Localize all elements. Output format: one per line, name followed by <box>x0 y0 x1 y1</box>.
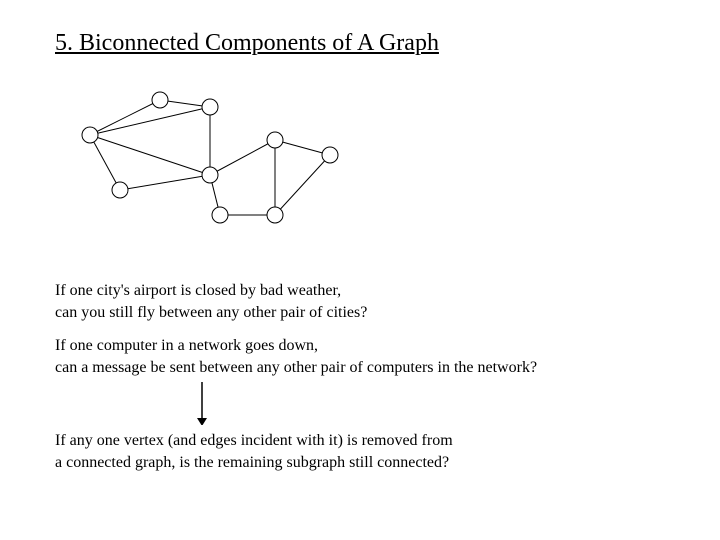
graph-node <box>112 182 128 198</box>
text-line: If one computer in a network goes down, <box>55 337 318 354</box>
graph-edge <box>120 175 210 190</box>
graph-edge <box>90 107 210 135</box>
paragraph-network: If one computer in a network goes down, … <box>55 335 537 378</box>
paragraph-vertex: If any one vertex (and edges incident wi… <box>55 430 453 473</box>
graph-node <box>152 92 168 108</box>
graph-edge <box>90 100 160 135</box>
text-line: a connected graph, is the remaining subg… <box>55 454 449 471</box>
graph-diagram <box>70 85 350 225</box>
graph-node <box>212 207 228 223</box>
down-arrow-icon <box>192 380 212 425</box>
graph-node <box>202 167 218 183</box>
graph-node <box>322 147 338 163</box>
text-line: can a message be sent between any other … <box>55 359 537 376</box>
text-line: If one city's airport is closed by bad w… <box>55 282 341 299</box>
text-line: can you still fly between any other pair… <box>55 304 367 321</box>
paragraph-airport: If one city's airport is closed by bad w… <box>55 280 367 323</box>
graph-edge <box>275 140 330 155</box>
graph-svg <box>70 85 350 225</box>
graph-edge <box>275 155 330 215</box>
graph-node <box>82 127 98 143</box>
graph-edge <box>210 140 275 175</box>
graph-node <box>202 99 218 115</box>
arrow-svg <box>192 380 212 425</box>
page-title: 5. Biconnected Components of A Graph <box>55 30 439 57</box>
graph-node <box>267 207 283 223</box>
text-line: If any one vertex (and edges incident wi… <box>55 432 453 449</box>
graph-node <box>267 132 283 148</box>
